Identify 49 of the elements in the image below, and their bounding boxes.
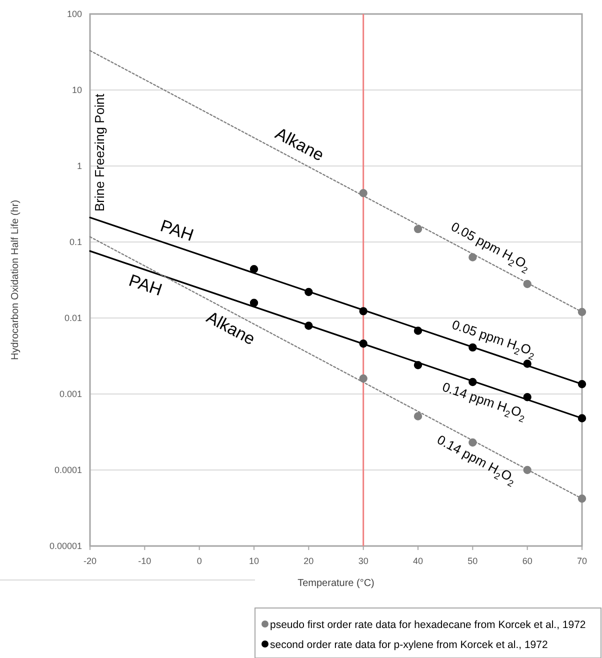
x-tick-label: -20: [83, 556, 97, 566]
point: [250, 298, 258, 307]
x-tick-label: 50: [468, 556, 478, 566]
y-tick-label: 0.0001: [54, 465, 82, 475]
x-tick-label: 10: [248, 556, 260, 566]
point: [359, 189, 368, 198]
y-tick-label: 0.01: [64, 313, 82, 323]
point: [414, 361, 422, 370]
y-tick-label: 10: [72, 85, 82, 95]
point: [304, 322, 313, 330]
x-tick-label: 40: [412, 556, 424, 566]
point: [468, 253, 477, 262]
point: [414, 326, 422, 335]
point: [414, 224, 422, 234]
legend-label: pseudo first order rate data for hexadecane from Korcek et al., 1972: [270, 619, 586, 631]
point: [578, 494, 586, 503]
x-axis-title: Temperature (°C): [298, 578, 374, 589]
y-tick-label: 0.001: [59, 389, 82, 399]
y-tick-label: 100: [66, 9, 82, 19]
y-tick-label: 1: [76, 161, 82, 171]
point: [578, 308, 586, 316]
x-tick-label: 0: [196, 556, 202, 566]
point: [250, 265, 258, 274]
point: [359, 374, 368, 383]
x-tick-label: -10: [138, 556, 152, 566]
point: [468, 438, 477, 447]
annotation: PAH: [126, 271, 164, 300]
point: [523, 280, 532, 288]
legend-label: second order rate data for p-xylene from Korcek et al., 1972: [270, 639, 548, 651]
x-tick-label: 70: [576, 556, 588, 566]
x-tick-label: 30: [358, 556, 368, 566]
point: [414, 412, 422, 420]
point: [468, 343, 477, 352]
x-tick-label: 60: [522, 556, 532, 566]
point: [523, 360, 532, 368]
point: [523, 393, 532, 402]
y-axis-title: Hydrocarbon Oxidation Half Life (hr): [10, 200, 21, 360]
x-tick-label: 20: [304, 556, 314, 566]
point: [304, 288, 313, 296]
y-tick-label: 0.00001: [49, 541, 82, 551]
point: [578, 414, 586, 422]
point: [468, 378, 477, 386]
point: [523, 466, 532, 474]
point: [359, 340, 368, 348]
point: [578, 380, 586, 388]
annotation: Brine Freezing Point: [92, 93, 107, 212]
annotation: PAH: [158, 216, 196, 246]
point: [359, 307, 368, 316]
y-tick-label: 0.1: [69, 237, 82, 247]
